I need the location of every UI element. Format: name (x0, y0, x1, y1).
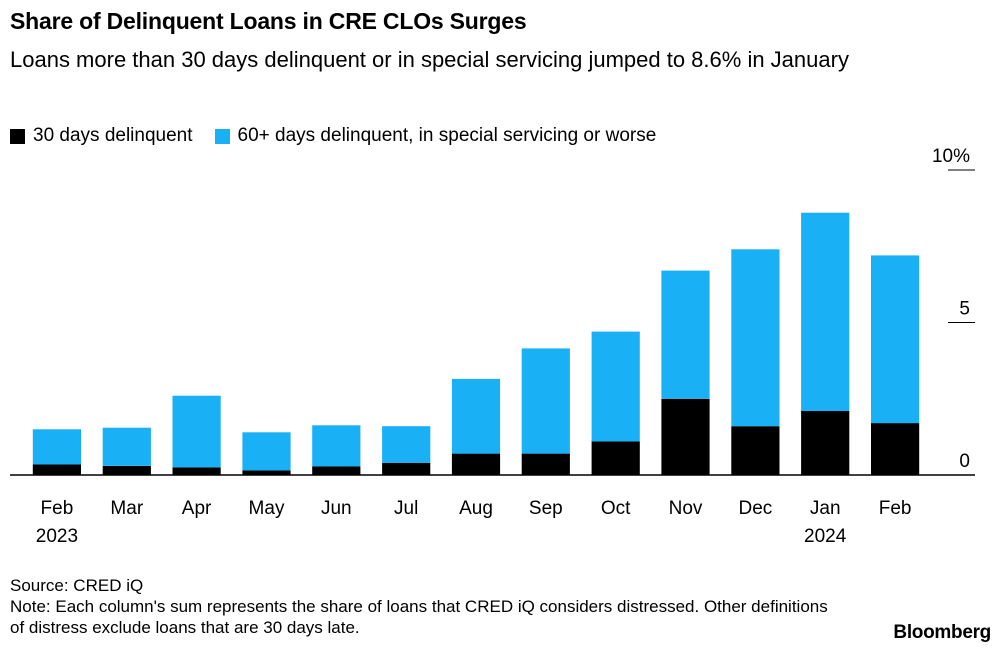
bar-60-plus-days-1 (102, 427, 151, 466)
methodology-note: Note: Each column's sum represents the s… (10, 597, 828, 637)
bar-30-days-12 (871, 423, 920, 475)
x-tick-label-4: Jun (321, 498, 352, 519)
bar-60-plus-days-5 (382, 426, 431, 463)
legend-swatch-blue (214, 128, 230, 144)
x-tick-label-10: Dec (739, 498, 773, 519)
bar-30-days-6 (451, 453, 501, 475)
source-note: Source: CRED iQ (10, 576, 144, 595)
bar-60-plus-days-10 (731, 249, 780, 427)
bar-30-days-0 (32, 464, 81, 475)
legend-item-60-plus-days: 60+ days delinquent, in special servicin… (214, 125, 657, 147)
x-tick-label-1: Mar (110, 498, 143, 519)
legend-item-30-days: 30 days delinquent (10, 125, 193, 147)
bar-30-days-10 (731, 426, 780, 475)
bar-30-days-5 (382, 462, 431, 475)
x-tick-label-2: Apr (182, 498, 212, 519)
bar-30-days-3 (242, 470, 291, 475)
x-tick-label-0: Feb (41, 498, 74, 519)
y-tick-label-2: 10% (932, 146, 970, 167)
footer: Source: CRED iQ Note: Each column's sum … (10, 575, 830, 638)
x-tick-label-3: May (249, 498, 285, 519)
x-tick-label-6: Aug (459, 498, 493, 519)
x-tick-label-8: Oct (601, 498, 631, 519)
chart-title: Share of Delinquent Loans in CRE CLOs Su… (10, 8, 527, 34)
bloomberg-logo: Bloomberg (893, 622, 991, 643)
legend-swatch-black (10, 128, 25, 144)
x-tick-label-11: Jan (810, 498, 841, 519)
x-year-label-0: 2023 (36, 526, 78, 547)
bar-60-plus-days-11 (801, 212, 850, 411)
x-tick-label-7: Sep (529, 498, 563, 519)
x-tick-label-5: Jul (394, 498, 418, 519)
x-tick-label-12: Feb (879, 498, 912, 519)
bar-30-days-2 (172, 467, 221, 475)
y-tick-label-0: 0 (959, 451, 970, 472)
legend: 30 days delinquent 60+ days delinquent, … (10, 125, 678, 147)
bar-60-plus-days-4 (312, 425, 361, 467)
bar-30-days-1 (102, 465, 151, 475)
chart-subtitle: Loans more than 30 days delinquent or in… (10, 47, 849, 72)
bar-60-plus-days-12 (871, 255, 920, 424)
bar-60-plus-days-8 (591, 331, 640, 442)
bar-60-plus-days-0 (32, 429, 81, 465)
bar-60-plus-days-3 (242, 432, 291, 471)
bar-60-plus-days-9 (661, 270, 710, 399)
x-tick-label-9: Nov (669, 498, 703, 519)
legend-label-30-days: 30 days delinquent (33, 125, 193, 146)
bar-30-days-11 (801, 410, 850, 475)
x-year-label-11: 2024 (804, 526, 847, 547)
bar-60-plus-days-6 (451, 378, 501, 454)
bar-30-days-9 (661, 398, 710, 476)
legend-label-60-plus-days: 60+ days delinquent, in special servicin… (237, 125, 657, 146)
bar-30-days-8 (591, 441, 640, 475)
bar-30-days-7 (521, 453, 570, 475)
bar-60-plus-days-2 (172, 395, 221, 468)
y-tick-label-1: 5 (959, 299, 970, 320)
bar-30-days-4 (312, 466, 361, 475)
bar-60-plus-days-7 (521, 348, 570, 454)
